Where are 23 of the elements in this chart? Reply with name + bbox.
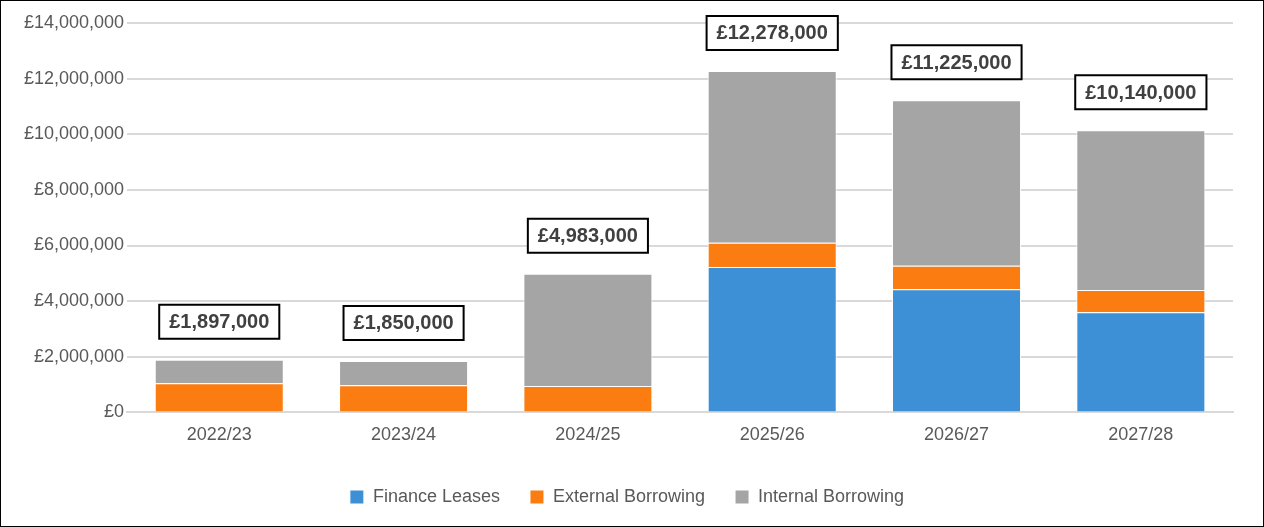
total-label: £1,850,000 [353, 311, 454, 334]
x-tick-label: 2025/26 [739, 424, 805, 445]
legend-label: External Borrowing [552, 485, 706, 506]
total-label: £10,140,000 [1085, 80, 1197, 103]
legend-label: Finance Leases [372, 485, 500, 506]
y-tick-label: £10,000,000 [23, 123, 125, 144]
y-tick-label: £4,000,000 [34, 290, 125, 311]
y-tick-label: £2,000,000 [34, 345, 125, 366]
total-label: £11,225,000 [901, 50, 1012, 73]
x-tick-label: 2022/23 [186, 424, 252, 445]
total-label: £1,897,000 [169, 310, 270, 333]
y-tick-label: £8,000,000 [34, 178, 125, 199]
y-tick-label: £14,000,000 [23, 11, 125, 32]
total-label: £4,983,000 [537, 224, 638, 247]
x-tick-label: 2027/28 [1108, 424, 1174, 445]
y-tick-label: £6,000,000 [34, 234, 125, 255]
y-tick-label: £12,000,000 [23, 67, 125, 88]
x-tick-label: 2026/27 [923, 424, 990, 445]
x-tick-label: 2024/25 [555, 424, 621, 445]
total-label: £12,278,000 [716, 21, 828, 44]
y-tick-label: £0 [104, 401, 125, 422]
legend-label: Internal Borrowing [758, 485, 905, 506]
x-tick-label: 2023/24 [371, 424, 437, 445]
